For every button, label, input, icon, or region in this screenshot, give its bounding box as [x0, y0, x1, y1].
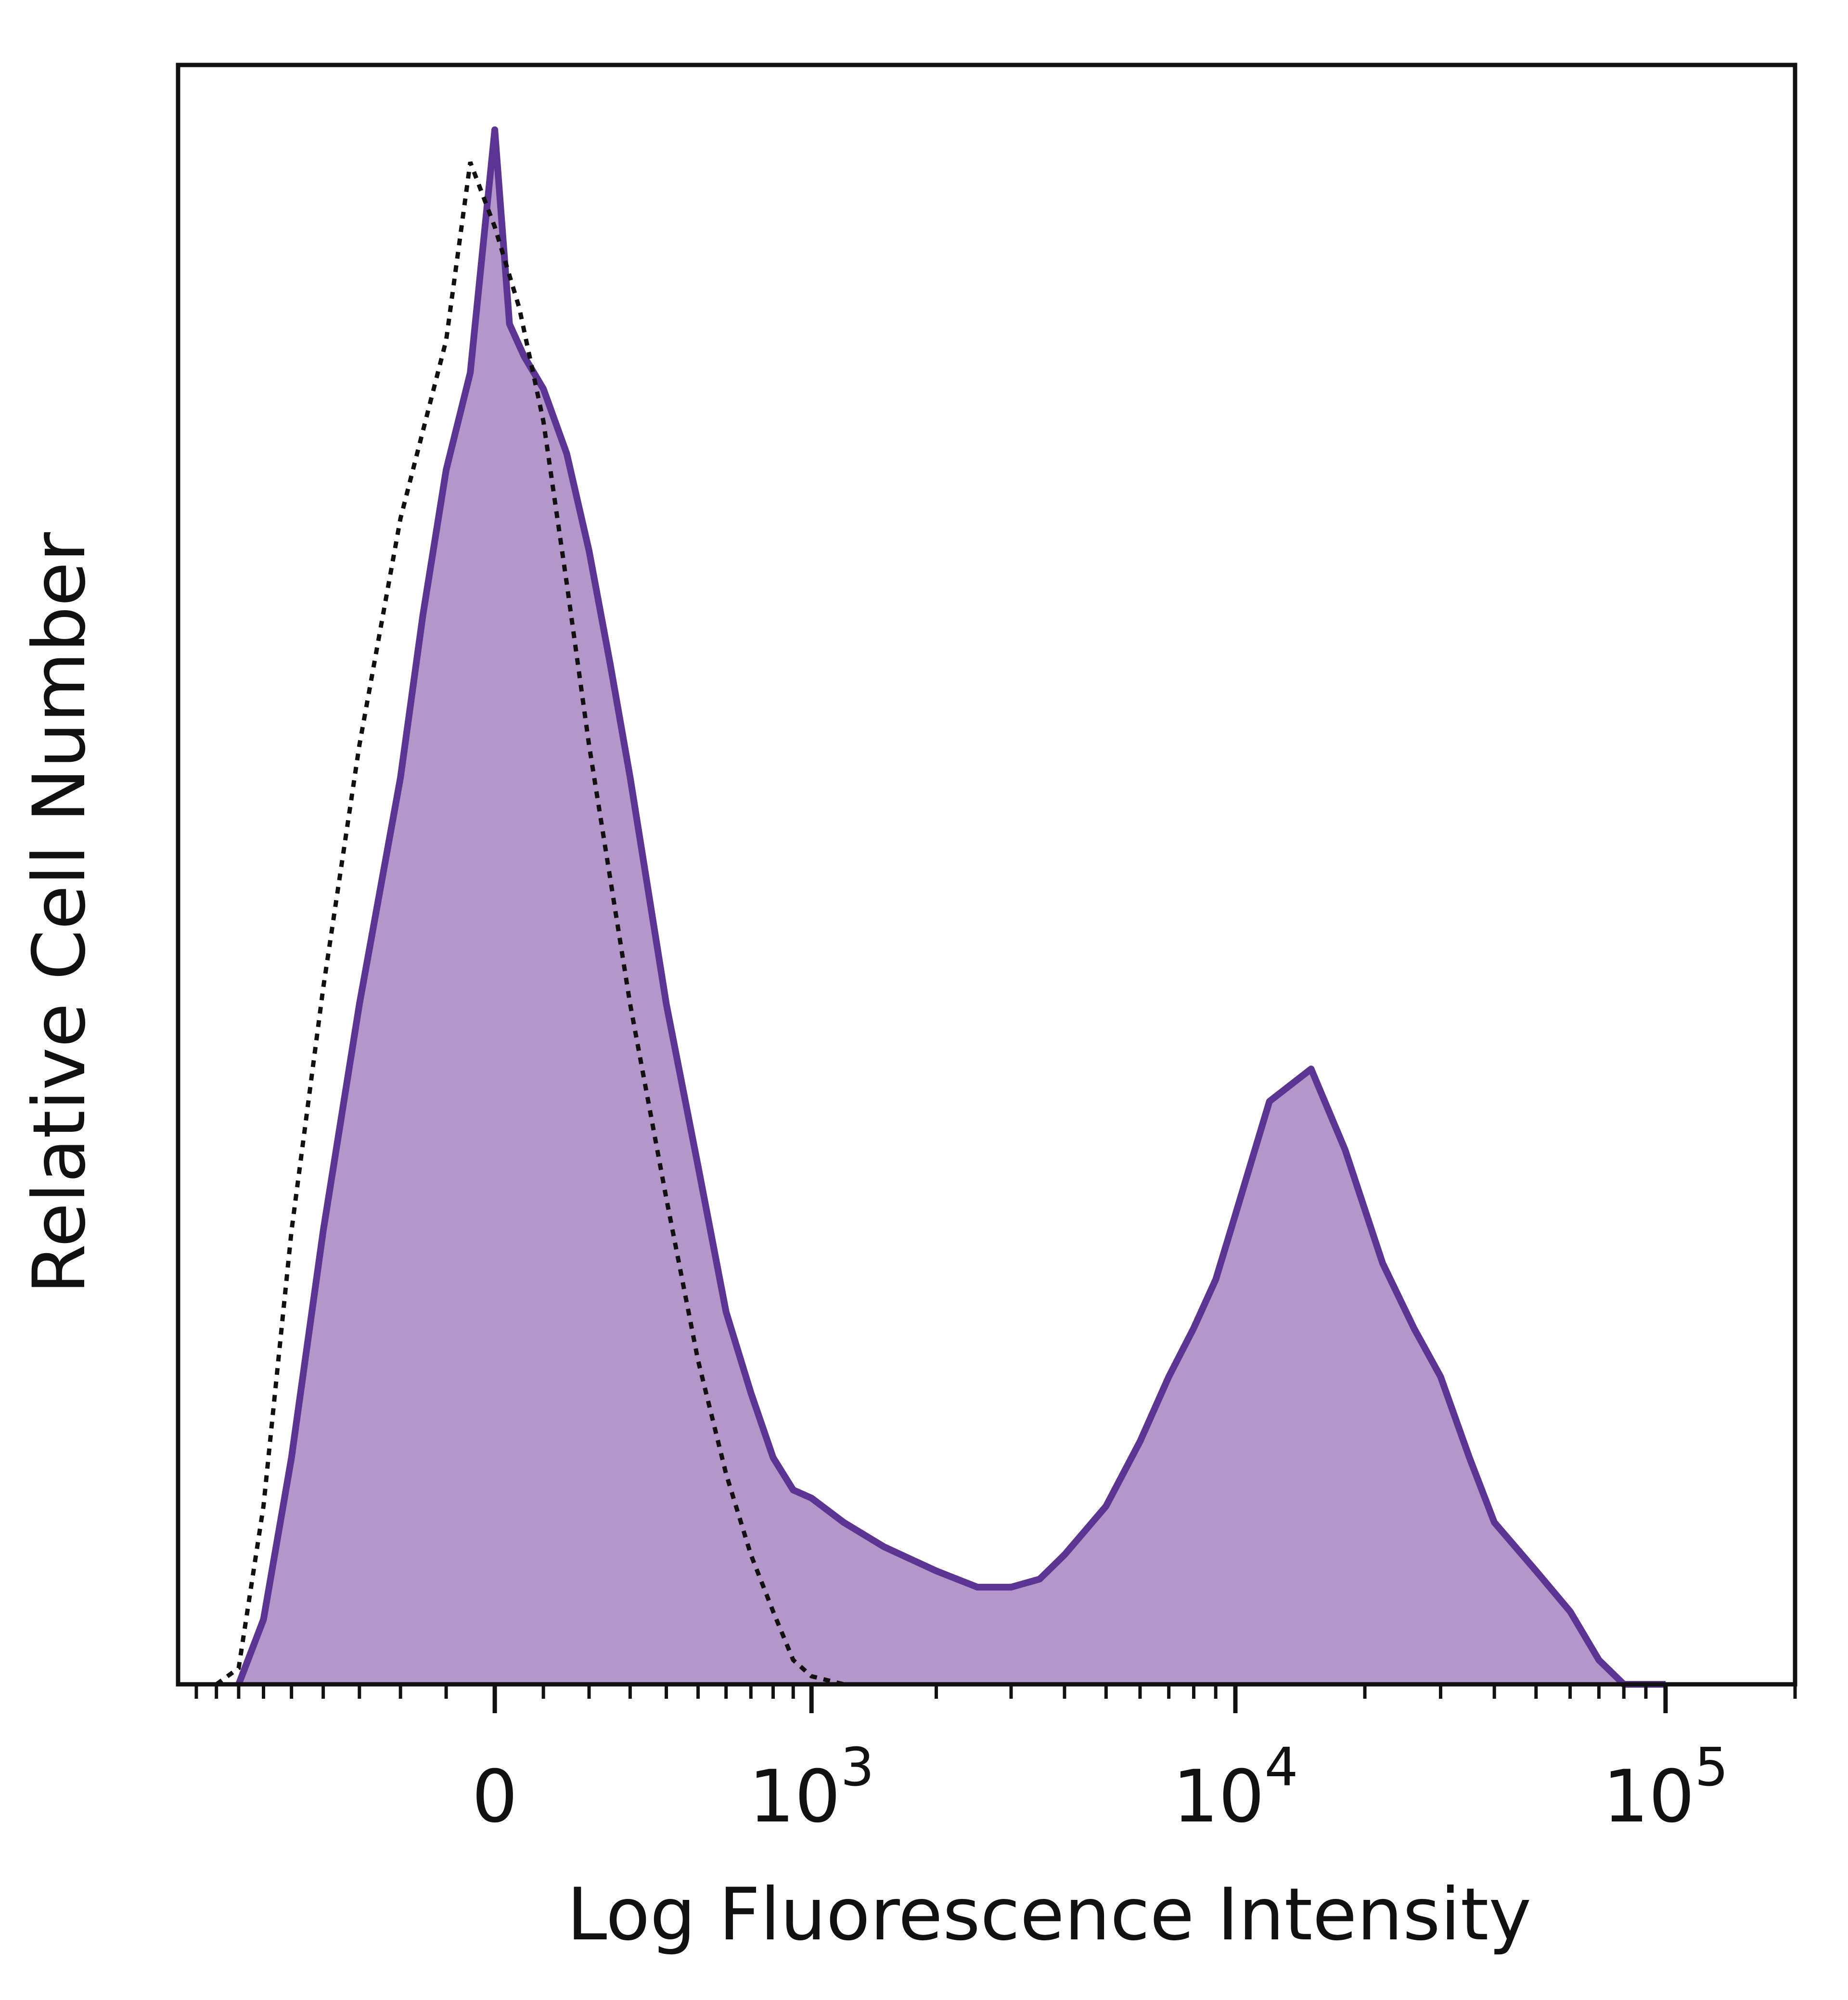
- x-tick-labels: 0 103 104 105: [472, 1736, 1728, 1839]
- x-tick-label: 103: [749, 1736, 874, 1839]
- minor-ticks: [194, 1684, 1797, 1713]
- plot-frame: [176, 63, 1797, 1687]
- series-filled-outline: [235, 126, 1666, 1688]
- series-filled-area: [238, 129, 1666, 1684]
- x-axis-label: Log Fluorescence Intensity: [567, 1873, 1531, 1957]
- x-tick-label: 105: [1603, 1736, 1728, 1839]
- x-tick-label: 104: [1173, 1736, 1298, 1839]
- series-layer: [215, 126, 1666, 1688]
- y-axis-label: Relative Cell Number: [18, 532, 102, 1295]
- x-tick-label: 0: [472, 1755, 517, 1839]
